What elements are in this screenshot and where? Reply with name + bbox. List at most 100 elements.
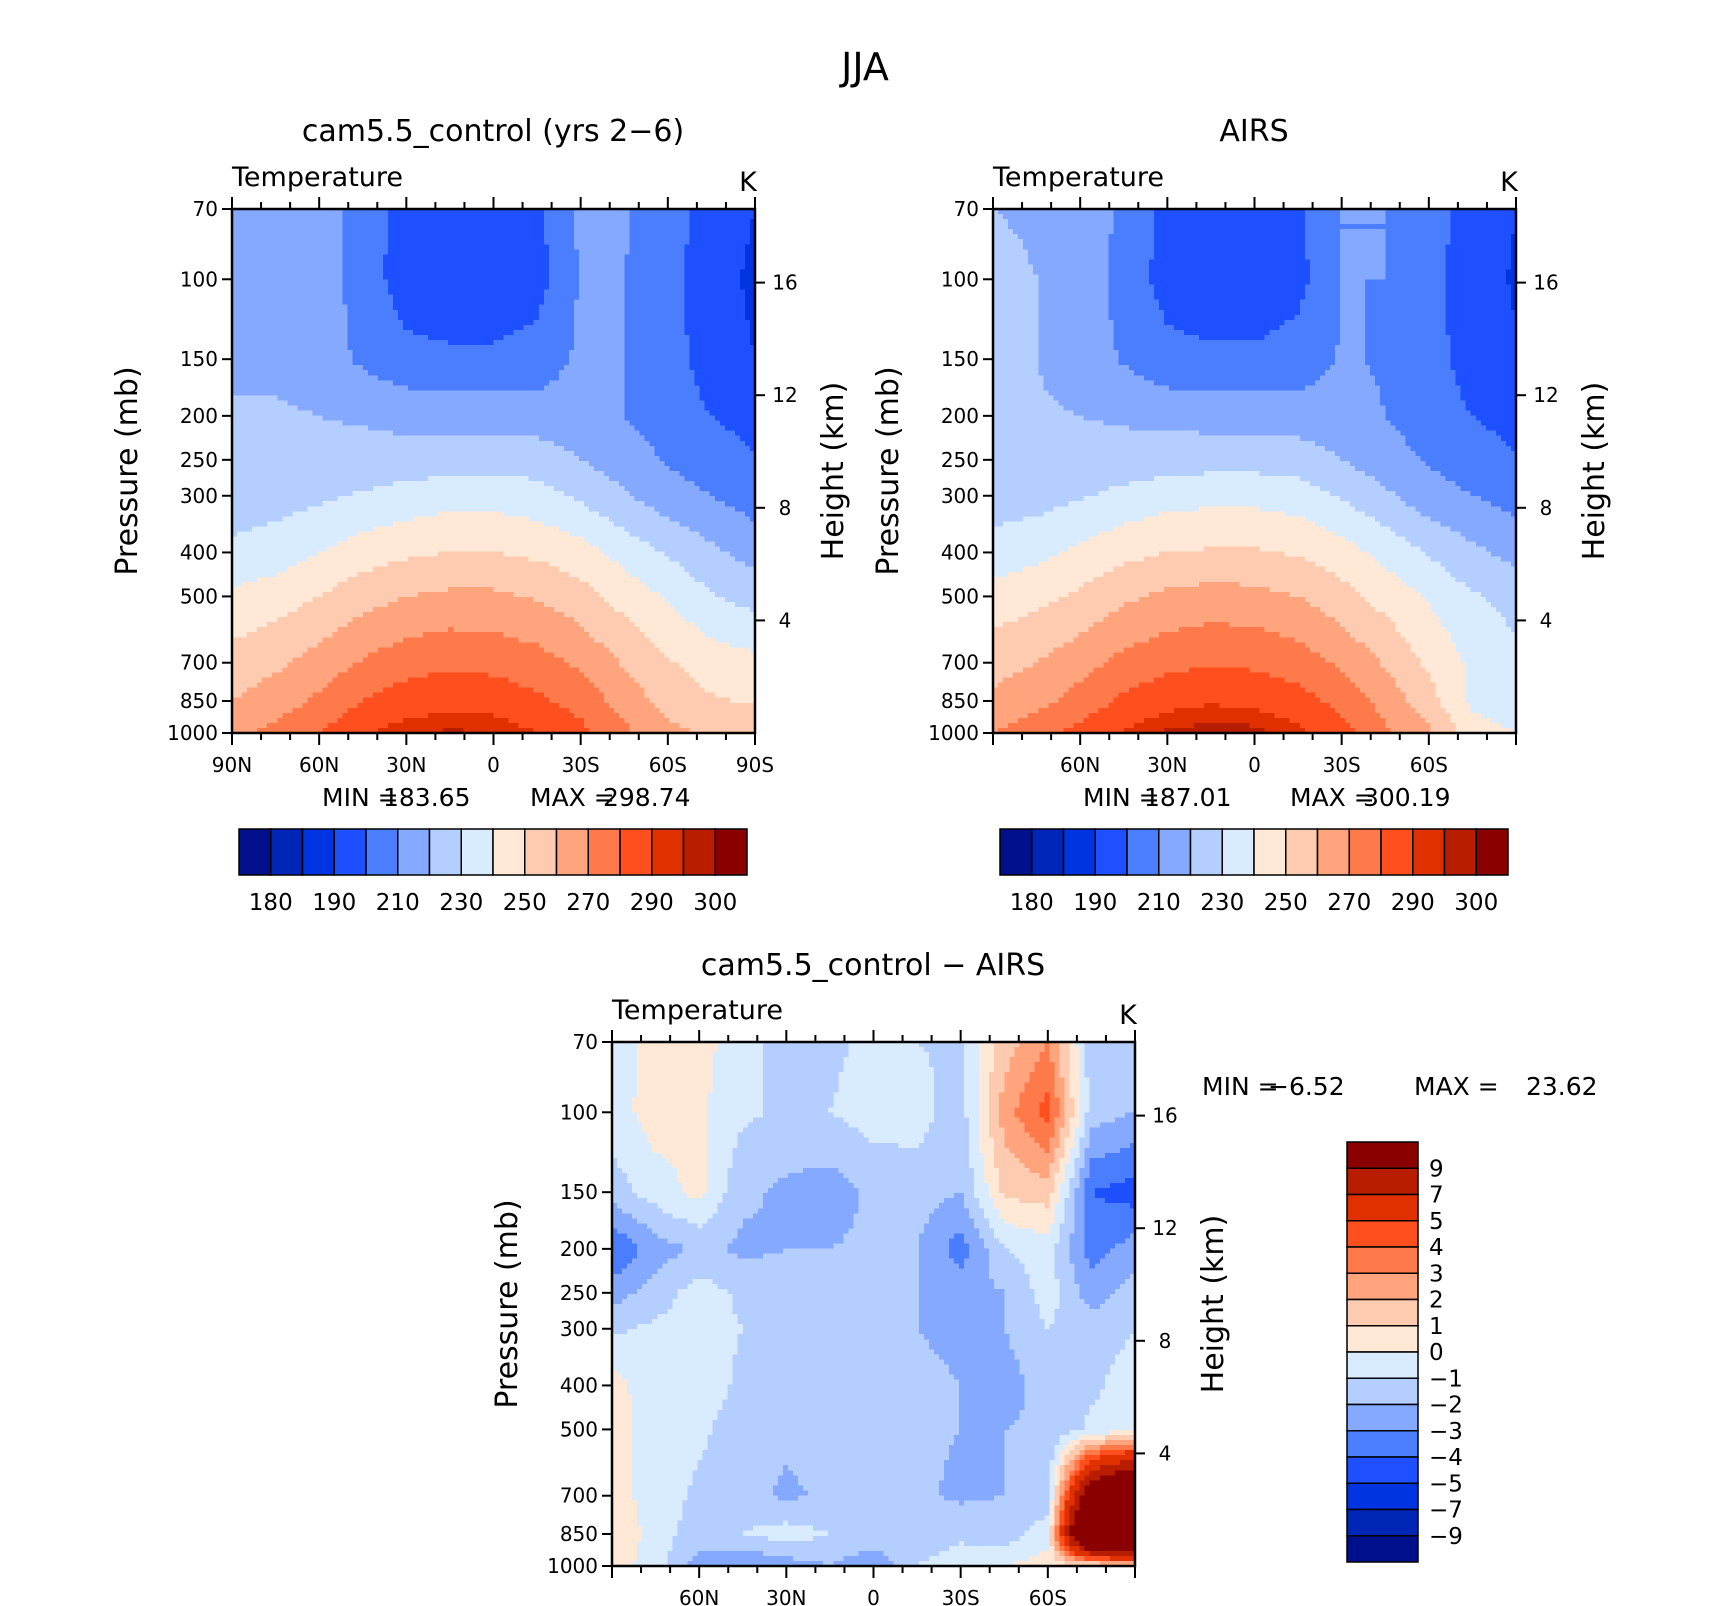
contour-cell bbox=[624, 566, 686, 573]
contour-cell bbox=[1074, 1107, 1081, 1114]
contour-cell bbox=[1465, 667, 1517, 674]
x-tick-label: 60N bbox=[299, 753, 339, 777]
contour-cell bbox=[989, 1193, 1005, 1199]
contour-cell bbox=[1445, 329, 1517, 336]
contour-cell bbox=[1054, 1243, 1071, 1250]
contour-cell bbox=[503, 632, 590, 638]
contour-cell bbox=[232, 617, 278, 623]
contour-cell bbox=[958, 1399, 1025, 1406]
contour-cell bbox=[1084, 1057, 1136, 1063]
contour-cell bbox=[989, 1223, 1015, 1230]
contour-cell bbox=[612, 1379, 628, 1386]
contour-cell bbox=[687, 1560, 824, 1567]
contour-cell bbox=[1445, 309, 1517, 316]
contour-cell bbox=[993, 727, 999, 734]
contour-cell bbox=[1148, 279, 1311, 286]
contour-cell bbox=[573, 329, 625, 336]
contour-cell bbox=[612, 1455, 633, 1461]
contour-cell bbox=[689, 360, 756, 366]
contour-cell bbox=[518, 722, 585, 729]
contour-cell bbox=[1089, 1077, 1136, 1083]
contour-cell bbox=[993, 350, 1039, 356]
contour-cell bbox=[548, 284, 580, 291]
contour-cell bbox=[627, 1263, 663, 1270]
contour-cell bbox=[1038, 304, 1110, 311]
contour-cell bbox=[1103, 420, 1391, 427]
contour-cell bbox=[707, 1152, 734, 1159]
contour-cell bbox=[1299, 299, 1341, 306]
contour-cell bbox=[993, 692, 1064, 699]
contour-cell bbox=[989, 1132, 1005, 1139]
contour-cell bbox=[573, 450, 656, 457]
contour-cell bbox=[689, 214, 756, 220]
contour-cell bbox=[1108, 314, 1165, 321]
contour-cell bbox=[612, 1319, 653, 1325]
contour-cell bbox=[1420, 511, 1512, 517]
contour-cell bbox=[612, 1505, 638, 1512]
contour-cell bbox=[744, 314, 756, 321]
contour-cell bbox=[1113, 566, 1326, 573]
contour-cell bbox=[1450, 717, 1492, 724]
contour-cell bbox=[342, 284, 389, 291]
contour-cell bbox=[1450, 345, 1517, 351]
colorbar-label: 0 bbox=[1429, 1340, 1444, 1366]
y-tick-label: 400 bbox=[941, 540, 979, 564]
contour-cell bbox=[964, 1092, 980, 1099]
contour-cell bbox=[772, 1183, 854, 1189]
contour-cell bbox=[1084, 1233, 1131, 1240]
contour-cell bbox=[689, 239, 751, 245]
contour-cell bbox=[993, 581, 1085, 588]
contour-cell bbox=[1460, 395, 1517, 402]
contour-cell bbox=[232, 324, 349, 331]
contour-cell bbox=[1319, 607, 1376, 613]
contour-cell bbox=[704, 632, 756, 638]
contour-cell bbox=[232, 314, 349, 321]
contour-cell bbox=[1039, 1314, 1056, 1320]
contour-cell bbox=[1064, 1173, 1076, 1179]
contour-cell bbox=[933, 1092, 965, 1099]
contour-cell bbox=[1365, 360, 1452, 366]
contour-cell bbox=[1123, 647, 1311, 653]
contour-cell bbox=[493, 340, 575, 346]
contour-cell bbox=[1084, 1122, 1101, 1129]
contour-cell bbox=[543, 299, 575, 306]
contour-cell bbox=[287, 662, 354, 669]
contour-cell bbox=[1079, 1540, 1136, 1547]
contour-cell bbox=[1380, 390, 1462, 397]
contour-cell bbox=[612, 1288, 638, 1295]
contour-cell bbox=[1064, 1510, 1071, 1517]
contour-cell bbox=[1279, 324, 1341, 331]
contour-cell bbox=[624, 486, 701, 492]
contour-cell bbox=[342, 244, 389, 250]
contour-cell bbox=[617, 1228, 653, 1235]
contour-cell bbox=[1004, 1293, 1036, 1300]
contour-cell bbox=[647, 1223, 699, 1230]
contour-cell bbox=[337, 672, 429, 679]
contour-cell bbox=[1385, 239, 1452, 245]
contour-cell bbox=[984, 1173, 1000, 1179]
contour-cell bbox=[1014, 1052, 1041, 1058]
height-tick-label: 12 bbox=[772, 383, 797, 407]
contour-cell bbox=[689, 365, 756, 371]
contour-cell bbox=[1004, 1465, 1051, 1471]
contour-cell bbox=[1510, 445, 1517, 452]
contour-cell bbox=[307, 697, 364, 704]
contour-cell bbox=[1450, 214, 1517, 220]
y-tick-label: 1000 bbox=[928, 721, 979, 745]
contour-cell bbox=[543, 224, 575, 230]
contour-cell bbox=[1038, 284, 1110, 291]
contour-cell bbox=[612, 1137, 648, 1144]
contour-cell bbox=[1194, 722, 1251, 729]
contour-cell bbox=[624, 259, 686, 266]
contour-cell bbox=[1064, 1465, 1076, 1471]
contour-cell bbox=[632, 1470, 694, 1476]
contour-cell bbox=[989, 1077, 1005, 1083]
contour-cell bbox=[232, 576, 258, 583]
contour-cell bbox=[232, 622, 268, 628]
contour-cell bbox=[232, 345, 349, 351]
contour-cell bbox=[1395, 571, 1452, 578]
contour-cell bbox=[1405, 637, 1452, 643]
contour-cell bbox=[762, 1112, 834, 1119]
colorbar-box bbox=[1346, 1167, 1419, 1196]
contour-cell bbox=[1104, 1384, 1136, 1391]
